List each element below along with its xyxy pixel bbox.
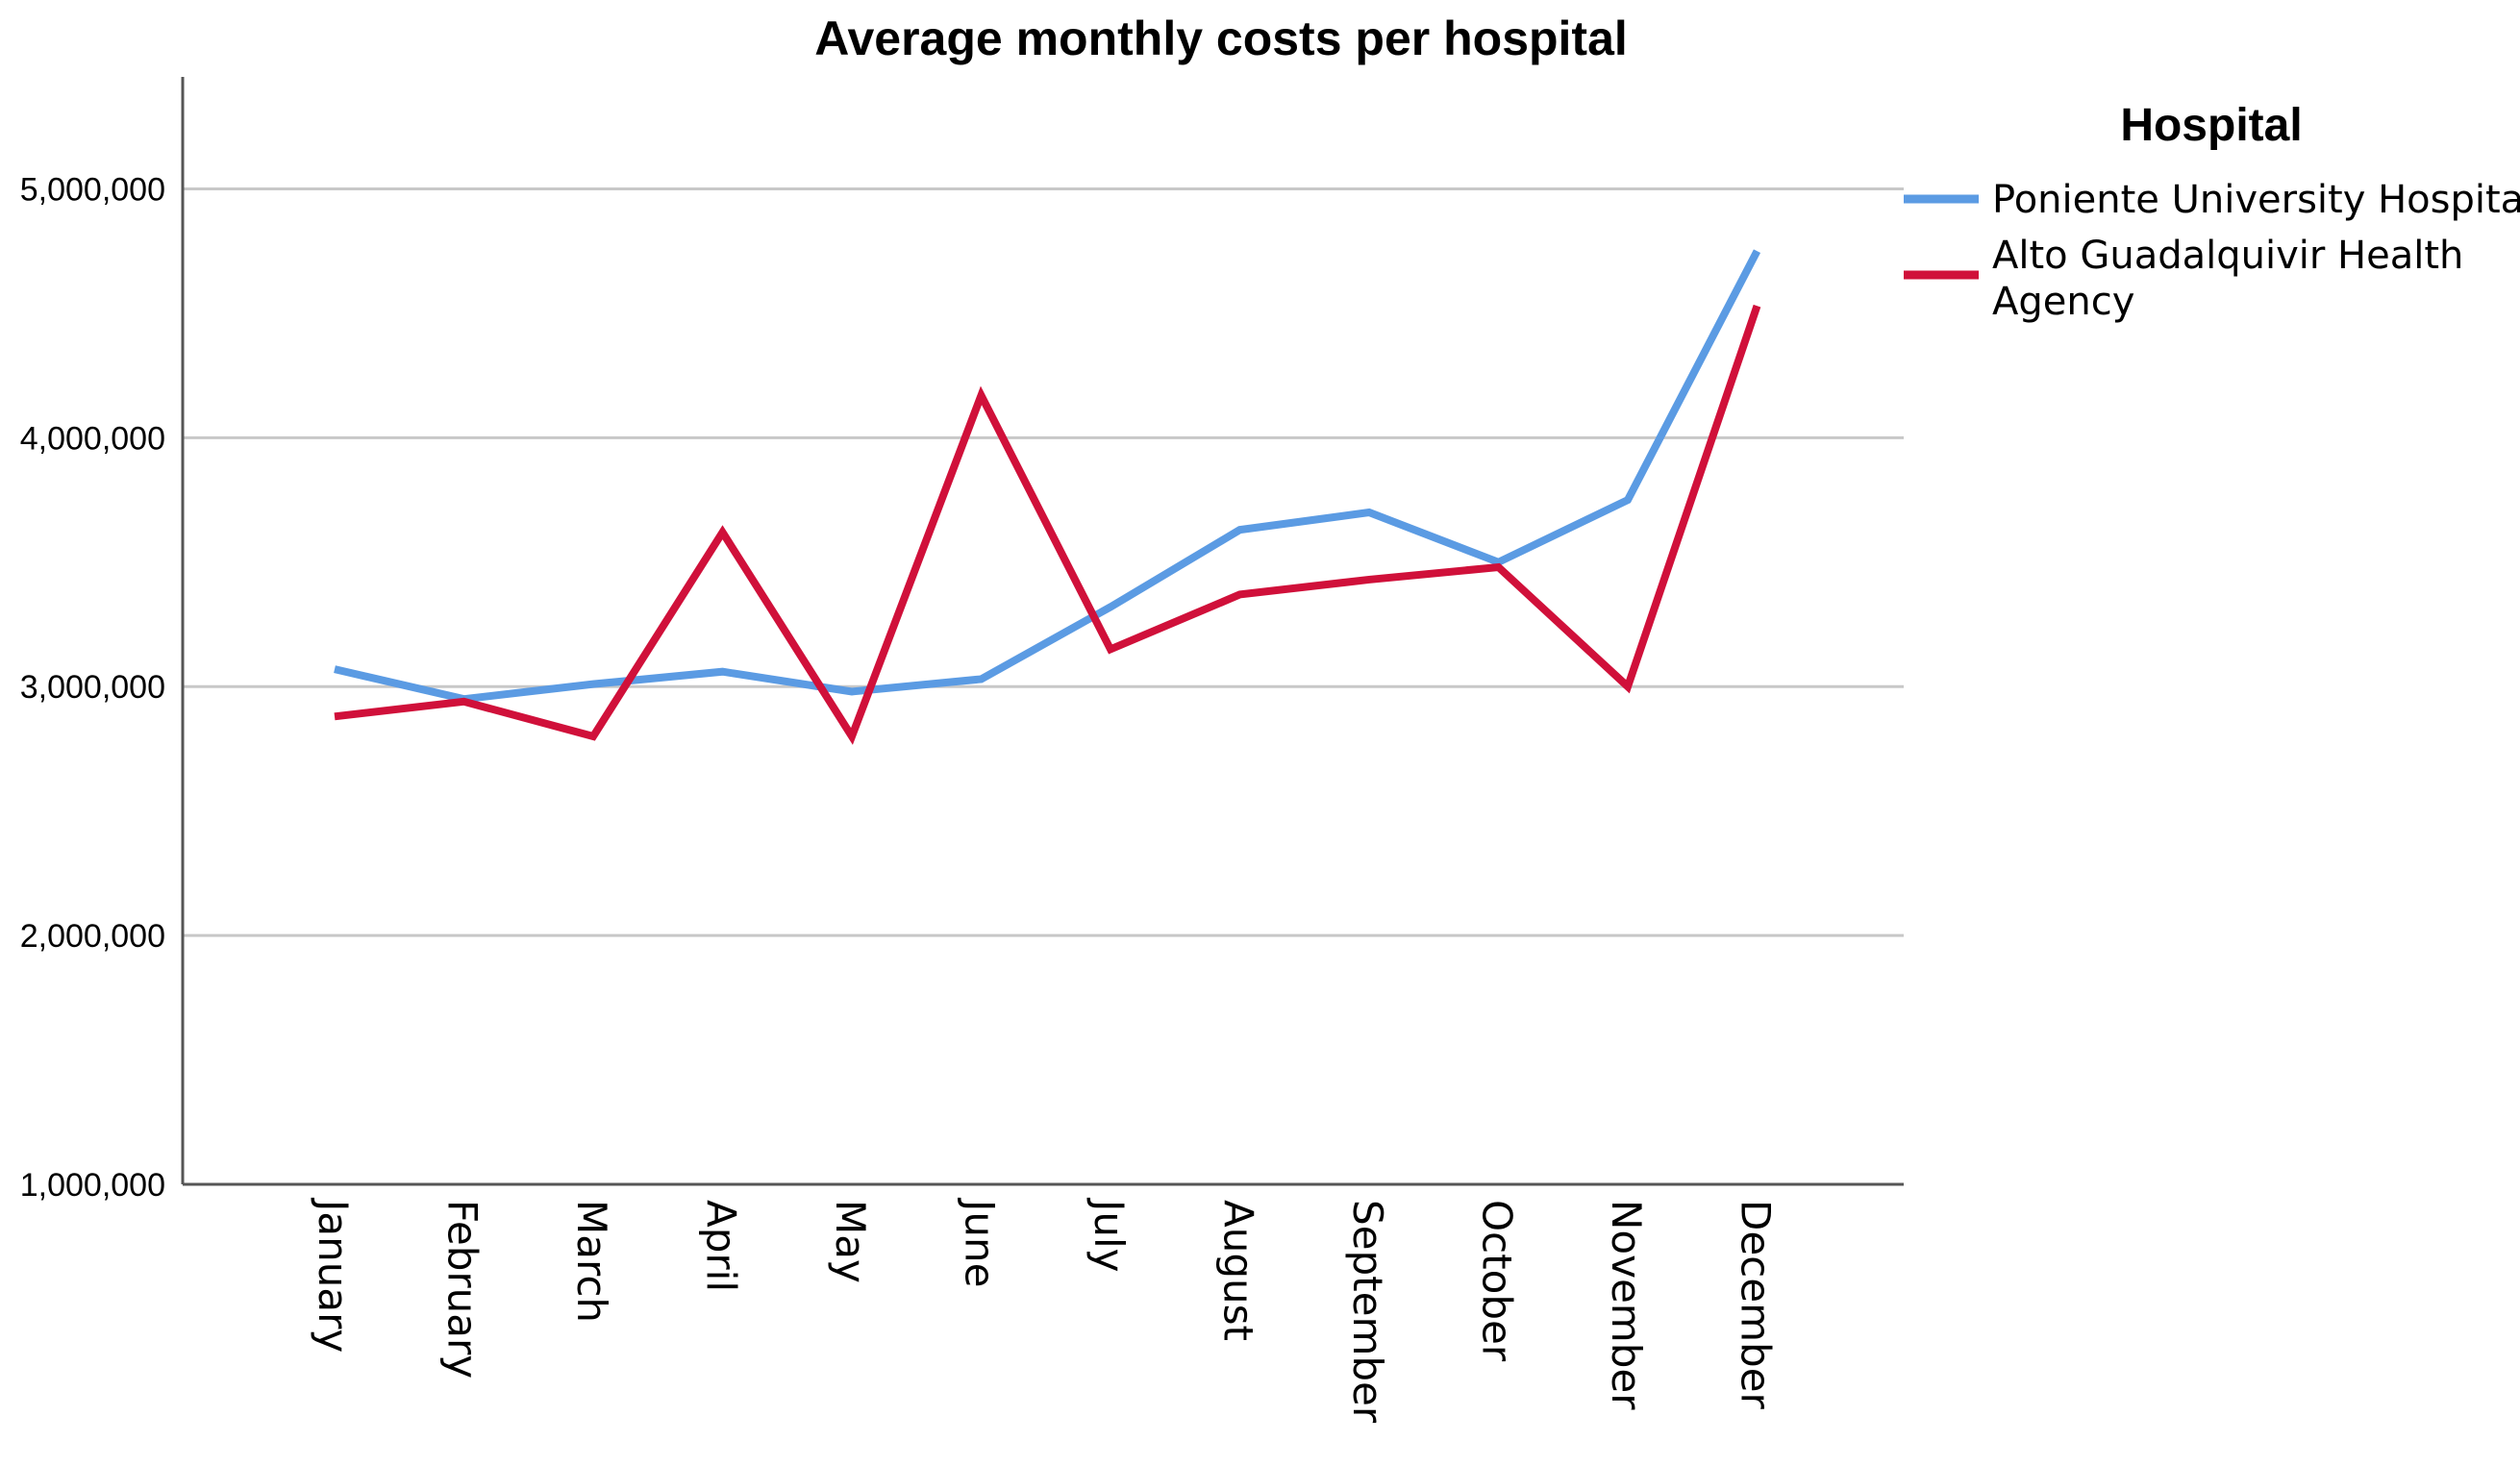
x-tick-label: June (957, 1197, 1004, 1287)
data-point (1107, 603, 1114, 610)
data-point (1365, 576, 1373, 584)
x-tick-label: November (1603, 1200, 1650, 1410)
y-tick-label: 5,000,000 (20, 171, 165, 208)
series-line (334, 304, 1761, 745)
legend-label-alto-guadalquivir-line2: Agency (1992, 280, 2134, 324)
chart-title: Average monthly costs per hospital (814, 12, 1628, 65)
data-point (589, 733, 597, 740)
x-tick-label: April (698, 1200, 745, 1292)
data-point (1107, 645, 1114, 653)
data-point (1754, 247, 1761, 255)
y-tick-label: 4,000,000 (20, 420, 165, 457)
y-axis: 1,000,000 2,000,000 3,000,000 4,000,000 5,00… (20, 77, 185, 1204)
gridlines (183, 186, 1904, 937)
data-point (978, 675, 986, 683)
data-point (1365, 509, 1373, 516)
data-point (719, 668, 727, 676)
data-point (331, 712, 338, 720)
legend-title: Hospital (2120, 100, 2302, 151)
data-point (719, 529, 727, 536)
series-lines (331, 247, 1761, 745)
data-point (848, 687, 856, 695)
legend: Hospital Poniente University Hospital Al… (1904, 100, 2520, 324)
data-point (1495, 563, 1503, 571)
data-point (1624, 496, 1632, 504)
legend-label-poniente: Poniente University Hospital (1992, 178, 2520, 222)
x-tick-label: May (827, 1200, 874, 1283)
y-tick-label: 1,000,000 (20, 1167, 165, 1204)
data-point (461, 698, 468, 706)
x-tick-label: March (568, 1200, 615, 1323)
x-tick-label: September (1344, 1200, 1391, 1424)
x-tick-label: January (310, 1197, 357, 1353)
y-tick-label: 2,000,000 (20, 918, 165, 955)
y-tick-label: 3,000,000 (20, 669, 165, 706)
x-tick-label: July (1085, 1197, 1133, 1273)
x-tick-label: August (1215, 1200, 1262, 1341)
x-tick-label: October (1474, 1200, 1521, 1362)
series-line (334, 249, 1761, 704)
legend-label-alto-guadalquivir-line1: Alto Guadalquivir Health (1992, 234, 2463, 278)
data-point (1624, 683, 1632, 690)
data-point (1236, 590, 1244, 598)
x-tick-label: December (1733, 1200, 1780, 1410)
x-axis: January February March April May June July Augu… (183, 1182, 1904, 1424)
data-point (589, 681, 597, 688)
data-point (1754, 302, 1761, 310)
data-point (978, 391, 986, 399)
data-point (1236, 526, 1244, 534)
data-point (848, 733, 856, 740)
data-point (331, 665, 338, 673)
x-tick-label: February (439, 1200, 487, 1379)
